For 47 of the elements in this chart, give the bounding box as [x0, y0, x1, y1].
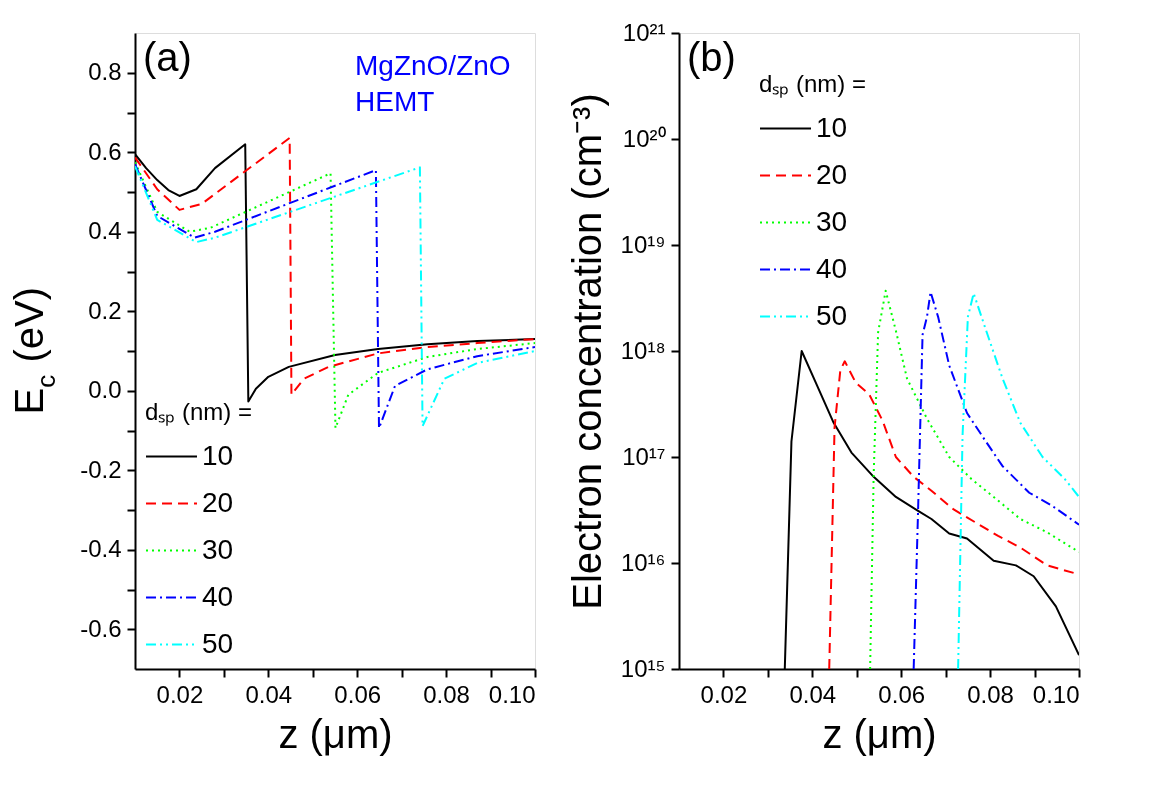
y-axis-title: Electron concentration (cm⁻³) — [564, 93, 609, 610]
chart-title: (a) — [143, 35, 192, 79]
legend-label: 20 — [816, 158, 848, 190]
legend-title: dₛₚ (nm) = — [145, 398, 253, 426]
chart-title: (b) — [687, 35, 736, 79]
legend-label: 40 — [202, 580, 234, 612]
y-tick-label: 10²¹ — [622, 18, 666, 46]
legend-label: 30 — [202, 533, 234, 565]
y-tick-label: 0.8 — [88, 58, 122, 86]
x-axis-title: z (μm) — [278, 711, 393, 756]
legend-label: 40 — [816, 252, 848, 284]
legend-title: dₛₚ (nm) = — [759, 70, 867, 98]
line-series — [957, 292, 1079, 669]
x-tick-label: 0.06 — [334, 680, 382, 708]
y-tick-label: 10¹⁹ — [620, 230, 666, 258]
y-tick-label: 0.0 — [88, 376, 122, 404]
x-tick-label: 0.02 — [700, 680, 748, 708]
y-tick-label: 0.6 — [88, 137, 122, 165]
y-tick-label: 10¹⁷ — [622, 442, 666, 470]
x-axis-title: z (μm) — [822, 711, 937, 756]
x-tick-label: 0.08 — [423, 680, 470, 708]
annotation: MgZnO/ZnO HEMT — [355, 50, 511, 117]
y-tick-label: 10¹⁶ — [620, 548, 666, 576]
y-tick-label: -0.6 — [80, 614, 122, 642]
legend-label: 10 — [816, 111, 848, 143]
line-series — [912, 291, 1079, 669]
x-tick-label: 0.04 — [789, 680, 837, 708]
x-tick-label: 0.04 — [245, 680, 293, 708]
x-tick-label: 0.10 — [1032, 680, 1080, 708]
y-tick-label: 10²⁰ — [622, 124, 666, 152]
x-tick-label: 0.10 — [488, 680, 536, 708]
y-axis-title: Ec (eV) — [7, 286, 61, 415]
x-tick-label: 0.06 — [878, 680, 926, 708]
legend-label: 50 — [816, 299, 848, 331]
legend-label: 10 — [202, 439, 234, 471]
y-tick-label: 0.4 — [88, 217, 122, 245]
y-tick-label: 10¹⁸ — [620, 336, 666, 364]
legend-label: 50 — [202, 627, 234, 659]
y-tick-label: -0.4 — [80, 535, 122, 563]
x-tick-label: 0.02 — [156, 680, 204, 708]
legend-label: 20 — [202, 486, 234, 518]
line-series — [869, 289, 1079, 669]
y-tick-label: 0.2 — [88, 296, 122, 324]
legend-label: 30 — [816, 205, 848, 237]
y-tick-label: 10¹⁵ — [620, 654, 666, 682]
y-tick-label: -0.2 — [80, 455, 122, 483]
x-tick-label: 0.08 — [967, 680, 1014, 708]
